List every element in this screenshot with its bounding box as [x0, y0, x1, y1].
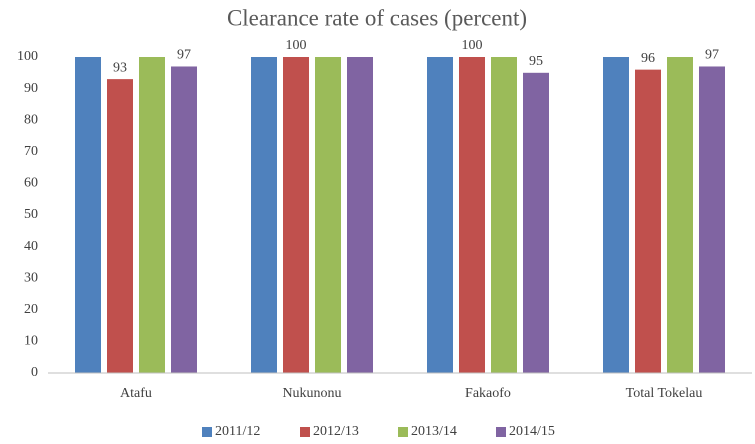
bar [667, 57, 693, 373]
y-tick-label: 10 [24, 334, 38, 349]
legend-label: 2014/15 [509, 424, 555, 439]
bar [523, 72, 549, 374]
y-tick-label: 20 [24, 302, 38, 317]
legend-swatch [300, 427, 310, 437]
x-tick-label: Total Tokelau [626, 386, 703, 401]
data-label: 97 [705, 48, 719, 63]
x-tick-label: Atafu [120, 386, 152, 401]
bar [75, 57, 101, 373]
bar [459, 57, 485, 373]
bar [699, 66, 725, 373]
y-tick-label: 50 [24, 207, 38, 222]
y-tick-label: 0 [31, 365, 38, 380]
bar [171, 66, 197, 373]
y-tick-label: 100 [17, 49, 38, 64]
bar [107, 79, 133, 374]
bar [603, 57, 629, 373]
chart-title: Clearance rate of cases (percent) [227, 5, 527, 30]
bar [427, 57, 453, 373]
y-tick-label: 70 [24, 144, 38, 159]
data-label: 96 [641, 51, 655, 66]
data-label: 100 [462, 38, 483, 53]
y-tick-label: 40 [24, 239, 38, 254]
bar [251, 57, 277, 373]
legend-swatch [202, 427, 212, 437]
y-tick-label: 80 [24, 112, 38, 127]
legend-swatch [398, 427, 408, 437]
bar [347, 57, 373, 373]
bar [283, 57, 309, 373]
bar [315, 57, 341, 373]
y-tick-label: 90 [24, 81, 38, 96]
data-label: 95 [529, 54, 543, 69]
y-tick-label: 30 [24, 270, 38, 285]
y-tick-label: 60 [24, 176, 38, 191]
legend-label: 2012/13 [313, 424, 359, 439]
legend-label: 2011/12 [215, 424, 260, 439]
x-tick-label: Fakaofo [465, 386, 511, 401]
data-label: 97 [177, 48, 191, 63]
data-label: 100 [286, 38, 307, 53]
x-tick-label: Nukunonu [282, 386, 341, 401]
bar [635, 69, 661, 373]
bar [139, 57, 165, 373]
bar [491, 57, 517, 373]
legend-label: 2013/14 [411, 424, 457, 439]
data-label: 93 [113, 60, 127, 75]
legend-swatch [496, 427, 506, 437]
